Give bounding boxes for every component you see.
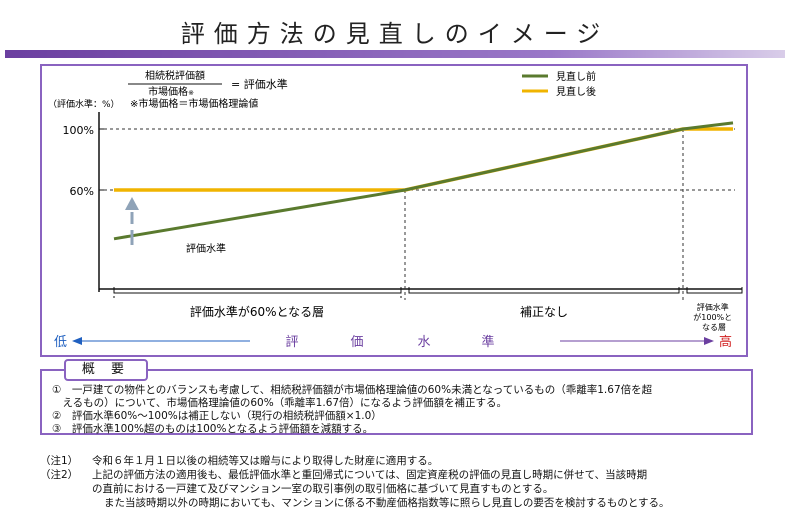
scale-low-label: 低 [54, 335, 67, 350]
formula-denominator: 市場価格※ [148, 85, 194, 98]
series-annotation: 評価水準 [186, 242, 226, 255]
note-1-label: （注1） [40, 455, 79, 467]
summary-item-1-cont: えるもの）について、市場価格理論値の60%（乖離率1.67倍）になるよう評価額を… [52, 397, 508, 409]
summary-item-1: ① 一戸建ての物件とのバランスも考慮して、相続税評価額が市場価格理論値の60%未… [52, 384, 653, 396]
scale-arrowhead-right [704, 337, 714, 345]
formula-note: ※市場価格＝市場価格理論値 [130, 97, 258, 110]
scale-char-3: 水 [417, 335, 430, 350]
y-tick-label-100: 100% [63, 124, 94, 137]
uplift-arrow [125, 197, 139, 245]
page-title: 評価方法の見直しのイメージ [180, 20, 610, 48]
summary-item-2: ② 評価水準60%～100%は補正しない（現行の相続税評価額×1.0） [52, 410, 382, 422]
formula-result: = 評価水準 [231, 77, 288, 91]
scale-char-4: 準 [481, 334, 494, 350]
note-2-line-3: また当該時期以外の時期においても、マンションに係る不動産価格指数等に照らし見直し… [104, 497, 670, 509]
region-bracket-low [113, 287, 402, 298]
region-label-high: 評価水準 が100%と なる層 [693, 302, 734, 332]
scale-arrowhead-left [72, 337, 82, 345]
scale-high-label: 高 [719, 334, 732, 350]
note-2-text: 上記の評価方法の適用後も、最低評価水準と重回帰式については、固定資産税の評価の見… [92, 469, 648, 481]
y-axis-unit-label: （評価水準：%） [48, 98, 120, 110]
region-label-mid: 補正なし [520, 305, 568, 319]
region-bracket-high [686, 287, 743, 294]
y-tick-label-60: 60% [70, 185, 94, 198]
scale-char-2: 価 [350, 335, 363, 350]
title-underline-bar [5, 50, 785, 58]
note-2-line-2: の直前における一戸建て及びマンション一室の取引事例の取引価格に基づいて見直すもの… [92, 483, 554, 495]
summary-item-3: ③ 評価水準100%超のものは100%となるよう評価額を減額する。 [52, 423, 374, 435]
chart-svg: 相続税評価額 市場価格※ = 評価水準 ※市場価格＝市場価格理論値 （評価水準：… [48, 69, 743, 350]
summary-box [40, 369, 753, 435]
region-bracket-mid [408, 287, 680, 294]
series-line-before [113, 121, 734, 241]
legend-label-before: 見直し前 [556, 70, 596, 83]
scale-char-1: 評 [285, 335, 298, 350]
note-1-text: 令和６年１月１日以後の相続等又は贈与により取得した財産に適用する。 [92, 455, 439, 467]
formula-numerator: 相続税評価額 [145, 69, 205, 82]
chart-frame [40, 64, 748, 357]
legend-label-after: 見直し後 [556, 85, 596, 98]
summary-tag: 概 要 [64, 359, 148, 381]
note-2-label: （注2） [40, 469, 79, 481]
region-label-low: 評価水準が60%となる層 [190, 304, 324, 319]
